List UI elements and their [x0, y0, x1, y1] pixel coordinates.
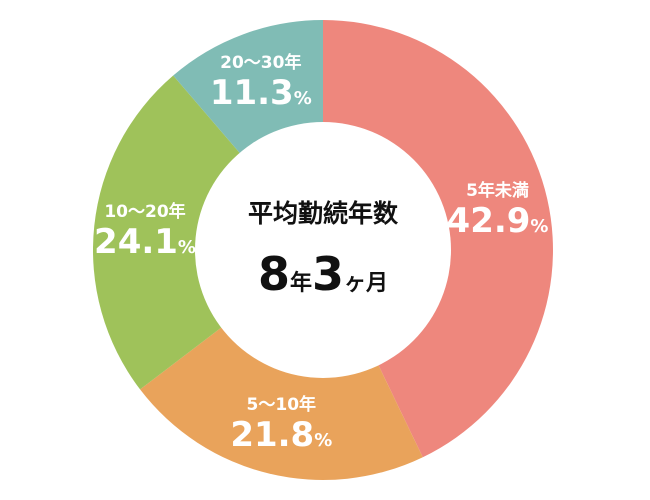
slice-3-category-label: 10～20年: [104, 201, 185, 222]
slice-3-value-label: 24.1%: [94, 222, 196, 262]
donut-hole: [195, 122, 451, 378]
slice-2-category-label: 5～10年: [247, 394, 317, 415]
center-value-years-unit: 年: [290, 270, 312, 296]
slice-2-value-label: 21.8%: [230, 415, 332, 455]
center-value: 8年3ヶ月: [258, 247, 388, 301]
center-value-months: 3: [312, 247, 344, 301]
slice-1-value-label: 42.9%: [447, 201, 549, 241]
slice-4-value-label: 11.3%: [210, 73, 312, 113]
center-summary: 平均勤続年数 8年3ヶ月: [248, 199, 399, 301]
center-title: 平均勤続年数: [248, 199, 399, 228]
slice-1-category-label: 5年未満: [466, 180, 529, 201]
slice-4-category-label: 20～30年: [220, 52, 301, 73]
center-value-years: 8: [258, 247, 290, 301]
center-value-months-unit: ヶ月: [344, 271, 388, 296]
